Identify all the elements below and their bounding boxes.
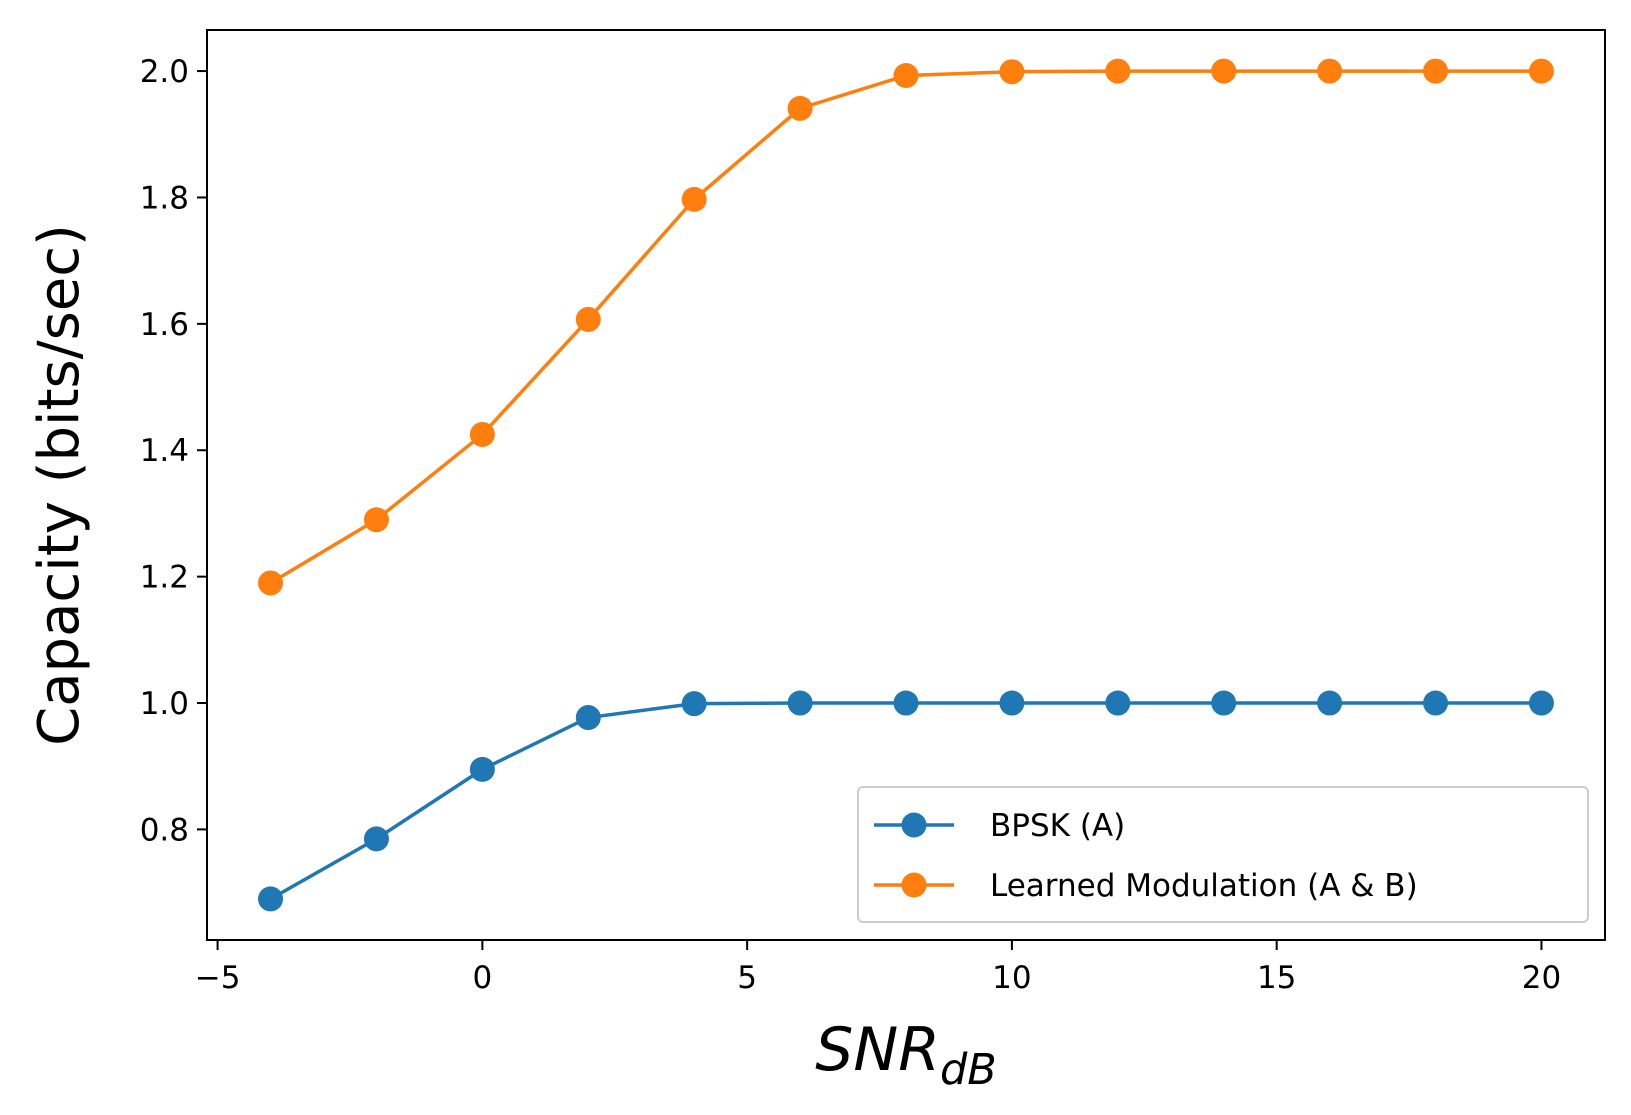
data-point [1423, 58, 1449, 84]
data-point [1528, 690, 1554, 716]
x-tick-label: 20 [1522, 960, 1561, 996]
data-point [681, 691, 707, 717]
plot-frame [206, 29, 1606, 941]
data-point [1105, 58, 1131, 84]
data-point [787, 690, 813, 716]
data-point [575, 705, 601, 731]
data-point [363, 507, 389, 533]
x-axis-title-subscript: dB [940, 1045, 997, 1095]
data-point [893, 63, 919, 88]
x-tick-label: 0 [472, 960, 492, 996]
data-point [1317, 690, 1343, 716]
data-point [1528, 58, 1554, 84]
data-point [1211, 58, 1237, 84]
x-tick-label: 10 [992, 960, 1031, 996]
data-point [681, 186, 707, 212]
y-tick-label: 1.2 [140, 560, 189, 596]
y-tick-label: 0.8 [140, 812, 189, 848]
legend-label: BPSK (A) [990, 808, 1125, 844]
data-point [258, 886, 284, 912]
legend-swatch-marker [901, 872, 927, 898]
legend-box [857, 786, 1589, 923]
y-tick-label: 1.6 [140, 307, 189, 343]
data-point [787, 95, 813, 121]
data-point [363, 826, 389, 852]
x-axis-title: SNRdB [815, 1015, 996, 1095]
y-tick-label: 1.0 [140, 686, 189, 722]
x-tick-label: −5 [195, 960, 241, 996]
y-tick-label: 1.4 [140, 433, 189, 469]
data-point [893, 690, 919, 716]
y-tick-label: 1.8 [140, 180, 189, 216]
data-point [1211, 690, 1237, 716]
x-axis-title-main: SNR [815, 1015, 940, 1085]
series-layer [258, 58, 1554, 912]
y-axis-title: Capacity (bits/sec) [27, 224, 92, 746]
data-point [999, 690, 1025, 716]
data-point [469, 421, 495, 447]
x-tick-label: 15 [1257, 960, 1296, 996]
legend: BPSK (A) Learned Modulation (A & B) [857, 786, 1589, 923]
data-point [575, 306, 601, 332]
data-point [1317, 58, 1343, 84]
legend-label: Learned Modulation (A & B) [990, 868, 1418, 904]
data-point [258, 570, 284, 596]
y-axis: 0.8 1.0 1.2 1.4 1.6 1.8 2.0 [140, 54, 207, 848]
data-point [469, 756, 495, 782]
data-point [999, 59, 1025, 85]
x-tick-label: 5 [737, 960, 757, 996]
data-point [1105, 690, 1131, 716]
data-point [1423, 690, 1449, 716]
y-tick-label: 2.0 [140, 54, 189, 90]
x-axis: −5 0 5 10 15 20 [195, 940, 1561, 996]
legend-swatch-marker [901, 812, 927, 838]
